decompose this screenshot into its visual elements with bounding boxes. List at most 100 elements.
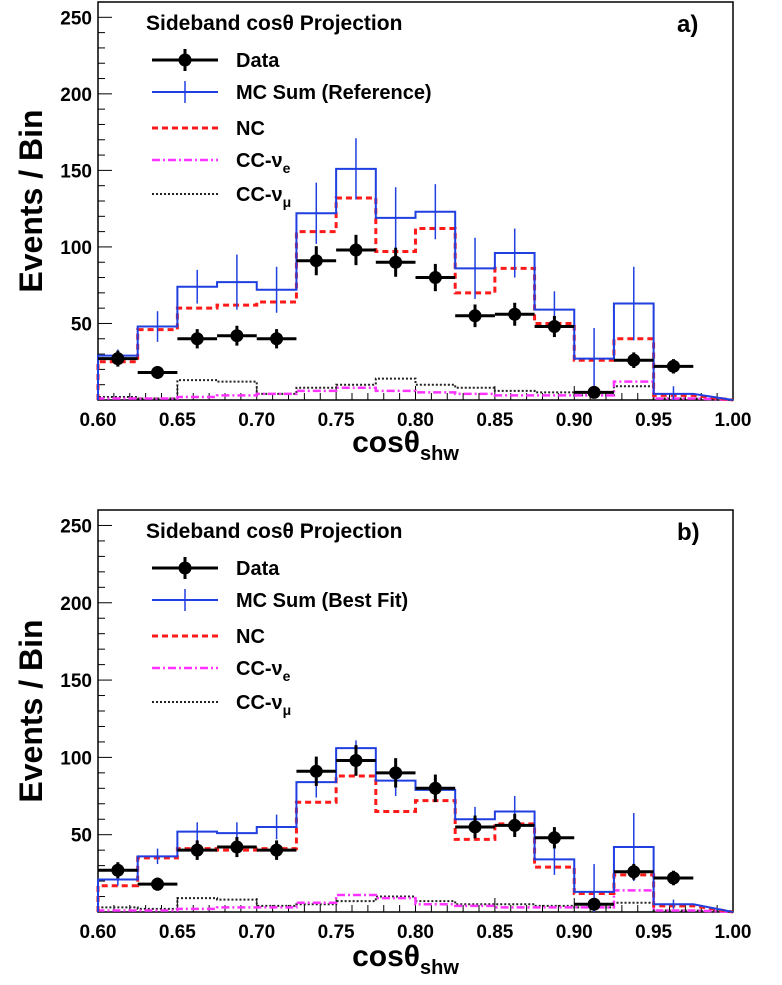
- data-point: [428, 781, 442, 795]
- x-axis-title-sub: shw: [420, 957, 459, 979]
- x-axis-title: cosθshw: [352, 426, 459, 465]
- legend-label-ccnumu: CC-νμ: [236, 184, 291, 210]
- chart-panel-b: 0.60 0.65 0.70 0.75 0.80 0.85 0.90 0.95 1.00 50 10…: [13, 509, 751, 979]
- x-tick-label: 0.90: [556, 922, 593, 943]
- legend-label-main: NC: [236, 626, 265, 648]
- chart-panel-a: 0.60 0.65 0.70 0.75 0.80 0.85 0.90 0.95 1.00 50 10…: [13, 1, 752, 465]
- data-point: [349, 243, 363, 257]
- y-tick-label: 50: [71, 826, 92, 847]
- x-tick-label: 0.70: [238, 410, 275, 431]
- x-tick-label: 1.00: [715, 410, 752, 431]
- x-tick-label: 0.75: [318, 410, 355, 431]
- legend-label-main: CC-ν: [236, 658, 283, 680]
- legend-label-nc: NC: [236, 118, 265, 140]
- legend-label-main: MC Sum (Best Fit): [236, 590, 408, 612]
- y-tick-label: 150: [60, 161, 92, 182]
- legend-data-marker: [178, 561, 192, 575]
- data-point: [508, 818, 522, 832]
- y-tick-label: 250: [60, 516, 92, 537]
- legend-label-main: CC-ν: [236, 184, 283, 206]
- x-axis-title-sub: shw: [420, 443, 459, 465]
- legend-label-sub: e: [283, 668, 291, 684]
- data-point: [389, 255, 403, 269]
- legend-data-marker: [178, 53, 192, 67]
- x-tick-label: 0.80: [397, 922, 434, 943]
- x-tick-label: 0.85: [476, 922, 513, 943]
- legend-label-sub: e: [283, 160, 291, 176]
- panel-label: a): [677, 11, 698, 38]
- data-point: [587, 385, 601, 399]
- data-point: [547, 831, 561, 845]
- data-point: [230, 840, 244, 854]
- legend-label-nc: NC: [236, 626, 265, 648]
- legend-label-main: CC-ν: [236, 150, 283, 172]
- x-tick-label: 0.75: [318, 922, 355, 943]
- data-point: [230, 329, 244, 343]
- x-tick-label: 0.60: [80, 922, 117, 943]
- legend-label-main: Data: [236, 558, 280, 580]
- legend-label-data: Data: [236, 50, 280, 72]
- legend-label-mc: MC Sum (Reference): [236, 82, 432, 104]
- series-line-nc: [96, 774, 734, 914]
- data-point: [547, 320, 561, 334]
- data-point: [151, 877, 165, 891]
- y-tick-label: 50: [71, 314, 92, 335]
- data-point: [270, 332, 284, 346]
- x-axis-title-main: cosθ: [352, 426, 420, 459]
- x-tick-label: 0.95: [635, 922, 672, 943]
- y-tick-label: 100: [60, 238, 92, 259]
- legend-label-sub: μ: [283, 194, 292, 210]
- series-line-ccnue: [96, 889, 734, 914]
- data-point: [349, 753, 363, 767]
- x-tick-label: 0.85: [476, 410, 513, 431]
- data-point: [627, 865, 641, 879]
- panel-title: Sideband cosθ Projection: [146, 520, 402, 543]
- y-tick-label: 200: [60, 594, 92, 615]
- legend-label-mc: MC Sum (Best Fit): [236, 590, 408, 612]
- series-line-ccnumu: [97, 377, 734, 401]
- legend-label-main: NC: [236, 118, 265, 140]
- x-axis-title: cosθshw: [352, 940, 459, 979]
- legend-label-ccnumu: CC-νμ: [236, 692, 291, 718]
- data-point: [190, 332, 204, 346]
- y-tick-label: 250: [60, 8, 92, 29]
- x-tick-label: 0.65: [159, 922, 196, 943]
- legend-label-data: Data: [236, 558, 280, 580]
- x-tick-label: 0.60: [80, 410, 117, 431]
- data-point: [587, 897, 601, 911]
- legend-label-main: CC-ν: [236, 692, 283, 714]
- series-line-nc: [96, 196, 734, 402]
- x-axis-title-main: cosθ: [352, 940, 420, 973]
- panel-label: b): [677, 519, 700, 546]
- data-point: [111, 863, 125, 877]
- x-tick-label: 0.95: [635, 410, 672, 431]
- x-tick-label: 0.70: [238, 922, 275, 943]
- legend-label-ccnue: CC-νe: [236, 150, 291, 176]
- data-point: [666, 871, 680, 885]
- series-line-ccnue: [96, 380, 734, 402]
- x-tick-label: 0.65: [159, 410, 196, 431]
- y-tick-label: 100: [60, 748, 92, 769]
- y-axis-title: Events / Bin: [13, 109, 49, 292]
- data-point: [151, 365, 165, 379]
- data-point: [468, 309, 482, 323]
- data-point: [111, 352, 125, 366]
- legend-label-main: Data: [236, 50, 280, 72]
- panel-title: Sideband cosθ Projection: [146, 12, 402, 35]
- y-tick-label: 150: [60, 671, 92, 692]
- x-tick-label: 0.80: [397, 410, 434, 431]
- y-axis-title: Events / Bin: [13, 619, 49, 802]
- legend-label-sub: μ: [283, 702, 292, 718]
- data-point: [309, 764, 323, 778]
- data-point: [627, 353, 641, 367]
- data-point: [428, 271, 442, 285]
- legend-label-main: MC Sum (Reference): [236, 82, 432, 104]
- y-tick-label: 200: [60, 85, 92, 106]
- x-tick-label: 0.90: [556, 410, 593, 431]
- legend-label-ccnue: CC-νe: [236, 658, 291, 684]
- data-point: [309, 254, 323, 268]
- data-point: [508, 307, 522, 321]
- data-point: [468, 820, 482, 834]
- data-point: [190, 843, 204, 857]
